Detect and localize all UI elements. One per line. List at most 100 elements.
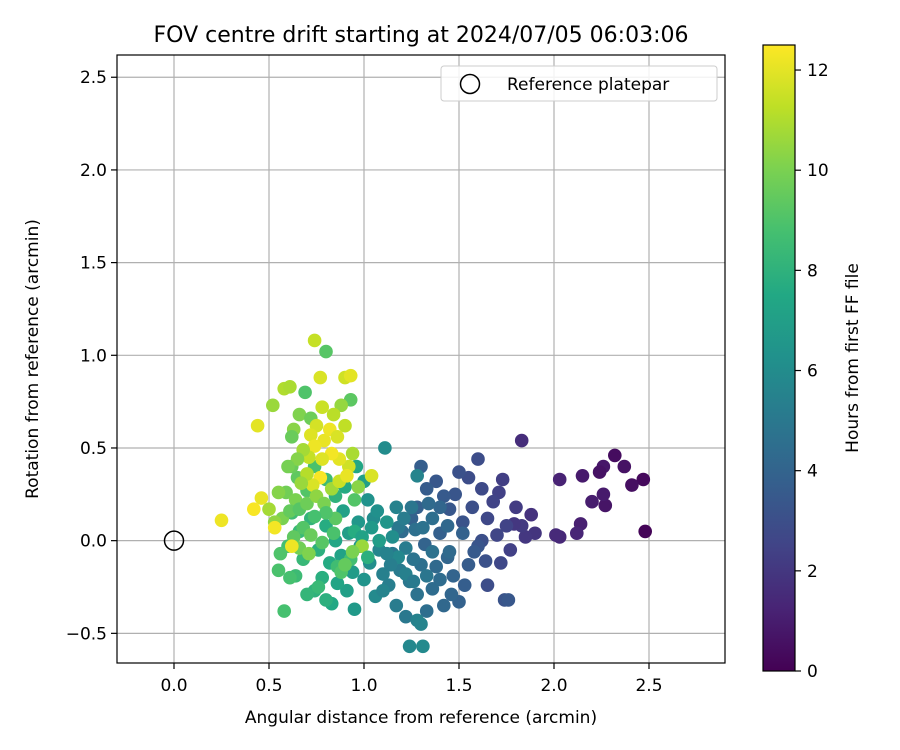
- y-tick-label: 2.0: [80, 161, 107, 181]
- data-point: [433, 500, 447, 515]
- data-point: [457, 578, 472, 592]
- x-tick-label: 1.5: [445, 676, 472, 696]
- data-point: [361, 493, 375, 507]
- data-point: [596, 487, 611, 502]
- x-tick-label: 1.0: [350, 676, 377, 696]
- colorbar-tick-label: 10: [807, 161, 829, 181]
- data-point: [376, 567, 390, 581]
- data-point: [410, 587, 425, 602]
- data-point: [416, 520, 430, 535]
- data-point: [340, 583, 354, 598]
- data-point: [402, 639, 417, 654]
- data-point: [347, 602, 362, 617]
- data-point: [414, 617, 428, 631]
- data-point: [326, 526, 341, 541]
- data-point: [313, 370, 328, 385]
- data-point: [421, 496, 436, 511]
- data-point: [404, 500, 419, 515]
- data-point: [636, 472, 651, 487]
- data-point: [277, 604, 292, 618]
- data-point: [406, 552, 421, 566]
- data-point: [514, 433, 529, 448]
- data-point: [357, 572, 371, 587]
- colorbar-tick-label: 12: [807, 61, 829, 81]
- data-point: [267, 520, 282, 535]
- plot-frame: [116, 54, 726, 664]
- data-point: [598, 498, 613, 513]
- data-point: [319, 506, 333, 520]
- y-tick-label: 0.5: [80, 439, 107, 459]
- data-point: [410, 468, 425, 483]
- y-tick-label: 1.0: [80, 346, 107, 366]
- data-point: [503, 543, 518, 557]
- data-point: [625, 478, 639, 492]
- data-point: [380, 515, 394, 529]
- y-axis-label: Rotation from reference (arcmin): [23, 219, 43, 499]
- data-point: [429, 559, 444, 574]
- data-point: [467, 544, 482, 559]
- data-point: [385, 530, 400, 544]
- data-point: [549, 528, 563, 542]
- data-point: [273, 546, 288, 561]
- data-point: [262, 502, 276, 516]
- y-tick-label: −0.5: [66, 624, 107, 644]
- data-point: [480, 578, 495, 592]
- y-axis-ticks: −0.5 0.0 0.5 1.0 1.5 2.0 2.5: [66, 68, 117, 644]
- data-point: [552, 472, 567, 487]
- data-point: [319, 593, 333, 607]
- data-point: [524, 507, 538, 522]
- data-point: [494, 556, 508, 570]
- data-point: [397, 511, 411, 526]
- data-point: [440, 519, 455, 533]
- legend-entry-reference-platepar: Reference platepar: [507, 75, 669, 95]
- data-point: [300, 587, 314, 602]
- data-point: [376, 583, 390, 598]
- x-tick-label: 2.0: [540, 676, 567, 696]
- data-point: [345, 446, 360, 461]
- data-point: [283, 380, 297, 394]
- data-point: [250, 418, 265, 433]
- data-point: [419, 604, 434, 618]
- legend-marker: [459, 73, 481, 95]
- data-point: [380, 546, 394, 561]
- data-point: [378, 441, 392, 455]
- data-point: [281, 459, 295, 474]
- data-point: [444, 587, 459, 602]
- data-point: [326, 407, 341, 422]
- data-point: [389, 598, 404, 613]
- data-point: [294, 476, 309, 490]
- data-point: [364, 468, 379, 483]
- data-point: [475, 481, 489, 496]
- y-tick-label: 0.0: [80, 532, 107, 552]
- data-point: [406, 574, 421, 589]
- legend: Reference platepar: [440, 65, 718, 102]
- colorbar-tick-label: 6: [807, 362, 818, 382]
- legend-box: [440, 65, 718, 102]
- data-point: [437, 598, 451, 613]
- data-point: [338, 418, 352, 433]
- data-point: [456, 515, 470, 529]
- data-point: [338, 557, 352, 572]
- data-point: [461, 557, 476, 572]
- data-point: [518, 530, 533, 544]
- data-point: [478, 554, 493, 568]
- data-point: [429, 474, 444, 489]
- y-tick-label: 1.5: [80, 254, 107, 274]
- data-point: [330, 430, 345, 444]
- data-point: [271, 485, 286, 500]
- data-point: [465, 500, 480, 515]
- x-axis-ticks: 0.0 0.5 1.0 1.5 2.0 2.5: [160, 663, 663, 696]
- data-point: [490, 528, 504, 542]
- data-point: [592, 465, 607, 479]
- data-point: [383, 557, 398, 572]
- x-tick-label: 2.5: [635, 676, 662, 696]
- data-point: [319, 344, 333, 359]
- data-point: [419, 481, 434, 496]
- data-point: [486, 494, 501, 509]
- data-point: [302, 546, 316, 561]
- data-point: [343, 368, 358, 383]
- data-point: [499, 519, 514, 533]
- data-point: [509, 500, 523, 515]
